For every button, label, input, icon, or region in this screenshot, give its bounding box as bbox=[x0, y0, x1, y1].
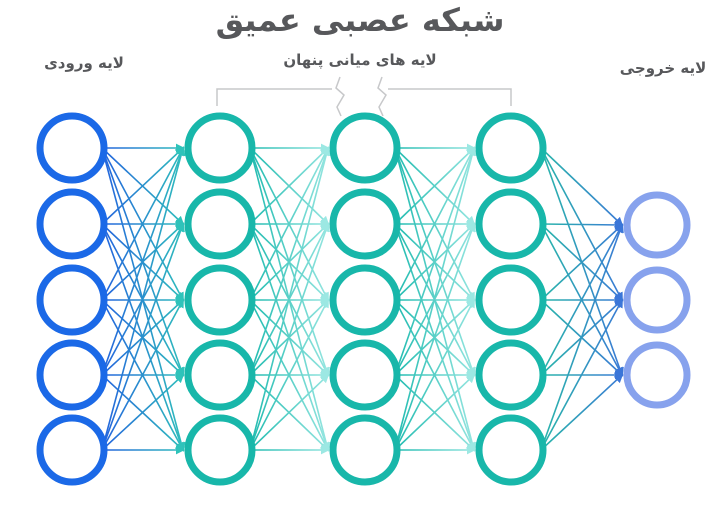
edge-line bbox=[101, 298, 184, 451]
hidden-node bbox=[475, 188, 547, 260]
edge-line bbox=[394, 146, 476, 376]
hidden-layers-bracket bbox=[377, 76, 387, 117]
output-node bbox=[623, 341, 691, 409]
hidden-node bbox=[475, 339, 547, 411]
hidden-layers-bracket bbox=[388, 88, 512, 106]
edge-line bbox=[101, 146, 184, 301]
hidden-node bbox=[475, 112, 547, 184]
input-node bbox=[36, 414, 108, 486]
hidden-node bbox=[329, 414, 401, 486]
edge-line bbox=[394, 146, 475, 301]
input-node bbox=[36, 188, 108, 260]
edge-line bbox=[249, 146, 330, 225]
edge-line bbox=[540, 373, 624, 451]
hidden-layers-bracket bbox=[216, 88, 332, 106]
hidden-node bbox=[184, 264, 256, 336]
edge-line bbox=[540, 298, 623, 451]
hidden-node bbox=[184, 112, 256, 184]
edge-line bbox=[394, 146, 476, 225]
edge-line bbox=[101, 222, 185, 451]
hidden-node bbox=[184, 188, 256, 260]
input-node bbox=[36, 112, 108, 184]
input-layer-label: لایه ورودی bbox=[44, 54, 124, 72]
edge-line bbox=[540, 223, 624, 301]
hidden-node bbox=[329, 188, 401, 260]
hidden-node bbox=[329, 339, 401, 411]
edge-line bbox=[540, 223, 624, 451]
edge-line bbox=[249, 298, 329, 451]
edge-line bbox=[394, 222, 476, 451]
input-node bbox=[36, 264, 108, 336]
edge-line bbox=[540, 147, 624, 227]
edge-line bbox=[249, 222, 330, 451]
edge-line bbox=[540, 223, 623, 376]
hidden-node bbox=[184, 339, 256, 411]
output-node bbox=[623, 266, 691, 334]
edge-line bbox=[249, 146, 329, 301]
edge-line bbox=[101, 146, 185, 225]
edge-line bbox=[249, 146, 330, 376]
diagram-title: شبکه عصبی عمیق bbox=[215, 1, 505, 39]
hidden-node bbox=[475, 414, 547, 486]
edge-line bbox=[394, 146, 477, 451]
hidden-node bbox=[184, 414, 256, 486]
output-node bbox=[623, 191, 691, 259]
edge-line bbox=[249, 146, 331, 451]
edge-line bbox=[101, 373, 185, 451]
hidden-layers-bracket bbox=[335, 76, 345, 117]
edge-line bbox=[394, 373, 476, 451]
hidden-node bbox=[329, 264, 401, 336]
edge-line bbox=[540, 220, 624, 230]
edge-line bbox=[101, 146, 186, 451]
edge-line bbox=[394, 298, 475, 451]
edge-line bbox=[101, 146, 185, 376]
hidden-layers-label: لایه های میانی پنهان bbox=[283, 51, 437, 69]
input-node bbox=[36, 339, 108, 411]
hidden-node bbox=[329, 112, 401, 184]
edge-line bbox=[249, 373, 330, 451]
hidden-node bbox=[475, 264, 547, 336]
output-layer-label: لایه خروجی bbox=[619, 59, 707, 77]
